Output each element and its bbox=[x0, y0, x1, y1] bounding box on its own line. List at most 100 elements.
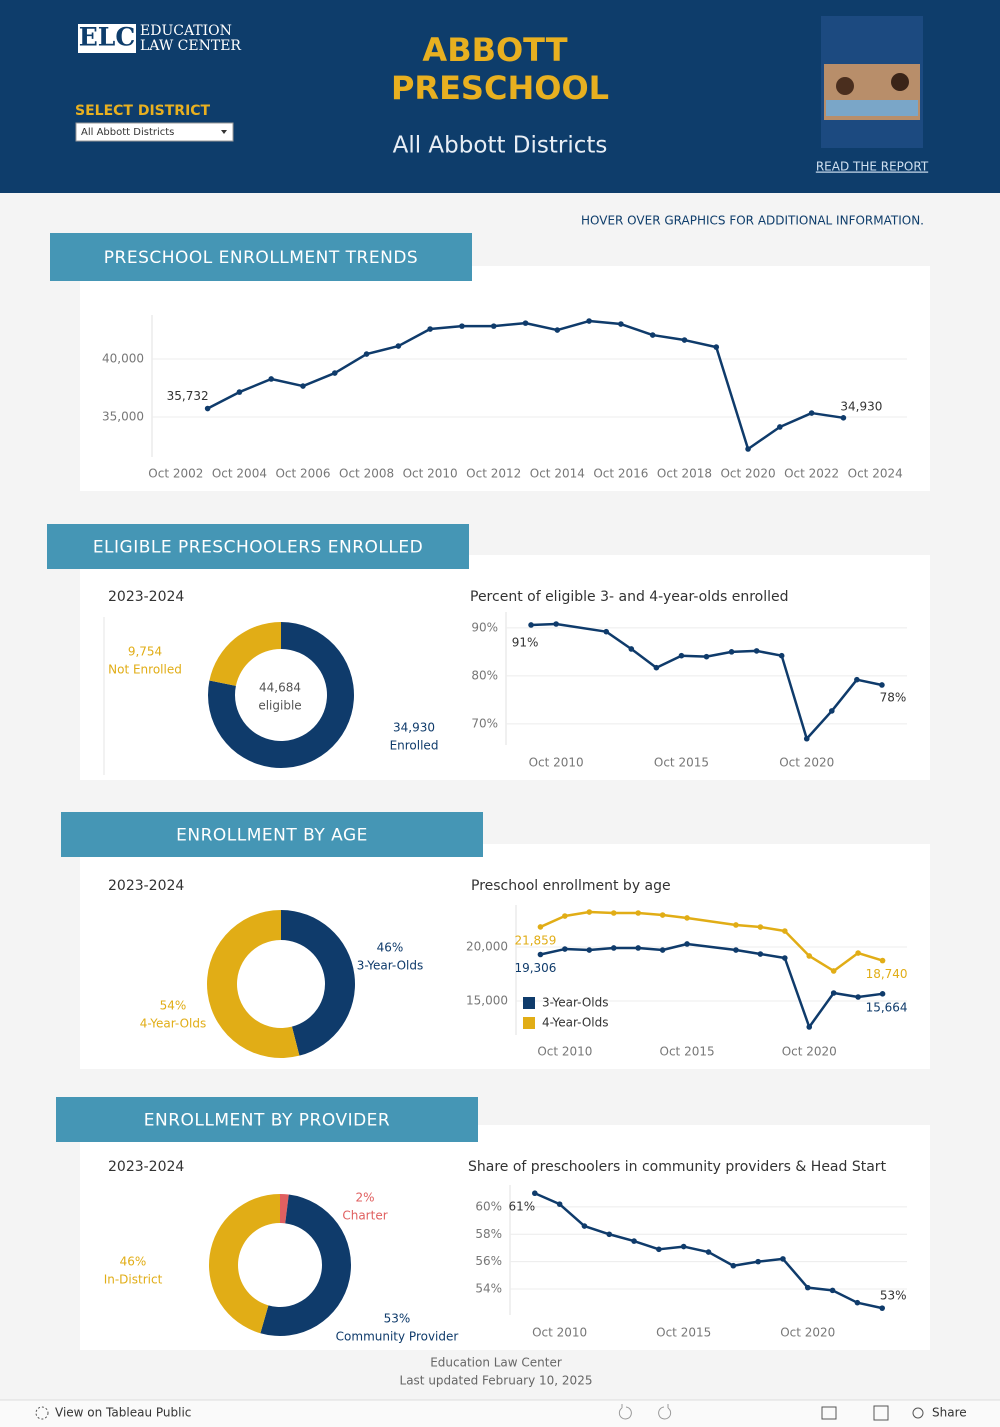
x-tick-label: Oct 2015 bbox=[656, 1326, 711, 1340]
point bbox=[757, 951, 764, 957]
legend-swatch bbox=[523, 1017, 535, 1029]
toolbar bbox=[0, 1400, 1000, 1427]
y-tick-label: 70% bbox=[471, 716, 498, 730]
section-title: PRESCHOOL ENROLLMENT TRENDS bbox=[104, 248, 418, 268]
panel bbox=[80, 266, 930, 491]
point bbox=[581, 1223, 588, 1229]
x-tick-label: Oct 2020 bbox=[720, 467, 775, 481]
slice-category-label: 3-Year-Olds bbox=[357, 959, 424, 973]
point bbox=[840, 415, 847, 421]
legend-label: 4-Year-Olds bbox=[542, 1016, 609, 1030]
x-tick-label: Oct 2006 bbox=[275, 467, 330, 481]
fullscreen-icon[interactable] bbox=[873, 1405, 889, 1421]
x-tick-label: Oct 2008 bbox=[339, 467, 394, 481]
point bbox=[728, 649, 735, 655]
y-tick-label: 40,000 bbox=[102, 352, 144, 366]
section-banner bbox=[56, 1097, 478, 1142]
x-tick-label: Oct 2020 bbox=[780, 1326, 835, 1340]
point bbox=[656, 1246, 662, 1253]
slice-value-label: 34,930 bbox=[393, 721, 435, 735]
slice-category-label: 4-Year-Olds bbox=[140, 1017, 207, 1031]
point bbox=[681, 337, 688, 343]
slice-category-label: In-District bbox=[104, 1273, 163, 1287]
point bbox=[806, 953, 813, 959]
data-label: 35,732 bbox=[167, 389, 209, 403]
slice-category-label: Community Provider bbox=[336, 1330, 459, 1344]
data-label: 53% bbox=[880, 1289, 907, 1303]
point bbox=[528, 622, 534, 628]
section-title: ENROLLMENT BY AGE bbox=[176, 826, 368, 846]
point bbox=[745, 446, 751, 452]
line bbox=[540, 942, 883, 1029]
redo-icon[interactable] bbox=[658, 1404, 672, 1420]
point bbox=[562, 913, 568, 919]
dropdown-value[interactable]: All Abbott Districts bbox=[81, 127, 174, 138]
point bbox=[879, 1305, 885, 1311]
donut-slice bbox=[260, 1194, 351, 1336]
hover-note: HOVER OVER GRAPHICS FOR ADDITIONAL INFOR… bbox=[581, 214, 924, 228]
logo-box bbox=[78, 24, 136, 53]
dropdown-box[interactable] bbox=[75, 122, 234, 142]
point bbox=[553, 621, 559, 627]
cover-photo-detail[interactable] bbox=[891, 73, 909, 91]
point bbox=[268, 376, 275, 382]
point bbox=[855, 994, 861, 1000]
point bbox=[532, 1190, 538, 1197]
point bbox=[680, 1243, 687, 1250]
point bbox=[653, 664, 660, 671]
point bbox=[556, 1201, 563, 1207]
x-tick-label: Oct 2016 bbox=[593, 467, 648, 481]
share-icon[interactable] bbox=[912, 1407, 924, 1419]
logo-line: LAW CENTER bbox=[140, 38, 241, 54]
x-tick-label: Oct 2010 bbox=[403, 467, 458, 481]
logo-line: EDUCATION bbox=[140, 23, 232, 39]
point bbox=[854, 676, 860, 683]
point bbox=[631, 1238, 637, 1244]
data-label: 21,859 bbox=[514, 933, 556, 947]
point bbox=[830, 990, 837, 996]
view-link[interactable]: View on Tableau Public bbox=[55, 1406, 191, 1420]
footer-updated: Last updated February 10, 2025 bbox=[400, 1374, 593, 1388]
point bbox=[554, 327, 561, 333]
y-tick-label: 56% bbox=[475, 1254, 502, 1268]
x-tick-label: Oct 2015 bbox=[654, 756, 709, 770]
point bbox=[363, 351, 370, 357]
undo-icon[interactable] bbox=[618, 1404, 632, 1420]
report-cover[interactable] bbox=[821, 16, 923, 148]
chart-subtitle: 2023-2024 bbox=[108, 878, 184, 894]
point bbox=[879, 991, 886, 997]
point bbox=[586, 909, 593, 915]
point bbox=[806, 1024, 813, 1030]
point bbox=[204, 405, 211, 412]
point bbox=[586, 947, 593, 953]
point bbox=[755, 1258, 761, 1265]
y-tick-label: 58% bbox=[475, 1227, 502, 1241]
share-button[interactable]: Share bbox=[932, 1406, 967, 1420]
point bbox=[606, 1231, 613, 1238]
y-tick-label: 54% bbox=[475, 1282, 502, 1296]
data-label: 91% bbox=[512, 635, 539, 649]
cover-photo-detail[interactable] bbox=[836, 77, 854, 95]
slice-value-label: 9,754 bbox=[128, 645, 162, 659]
footer-source: Education Law Center bbox=[430, 1356, 562, 1370]
data-label: 78% bbox=[880, 690, 907, 704]
point bbox=[854, 1299, 861, 1306]
select-label: SELECT DISTRICT bbox=[75, 103, 211, 119]
x-tick-label: Oct 2012 bbox=[466, 467, 521, 481]
cover-photo-detail[interactable] bbox=[826, 100, 918, 116]
download-icon[interactable] bbox=[821, 1406, 837, 1420]
dropdown[interactable]: All Abbott Districts bbox=[75, 122, 234, 142]
data-label: 34,930 bbox=[840, 399, 882, 413]
point bbox=[803, 735, 810, 742]
tableau-icon[interactable] bbox=[35, 1406, 49, 1420]
dropdown-arrow[interactable] bbox=[221, 130, 227, 134]
slice-value-label: 46% bbox=[120, 1255, 147, 1269]
report-link[interactable]: READ THE REPORT bbox=[816, 160, 929, 174]
point bbox=[782, 928, 788, 934]
slice-value-label: 53% bbox=[384, 1312, 411, 1326]
point bbox=[522, 320, 529, 326]
point bbox=[684, 941, 690, 947]
slice-value-label: 46% bbox=[377, 941, 404, 955]
title-line: ABBOTT bbox=[422, 31, 567, 69]
